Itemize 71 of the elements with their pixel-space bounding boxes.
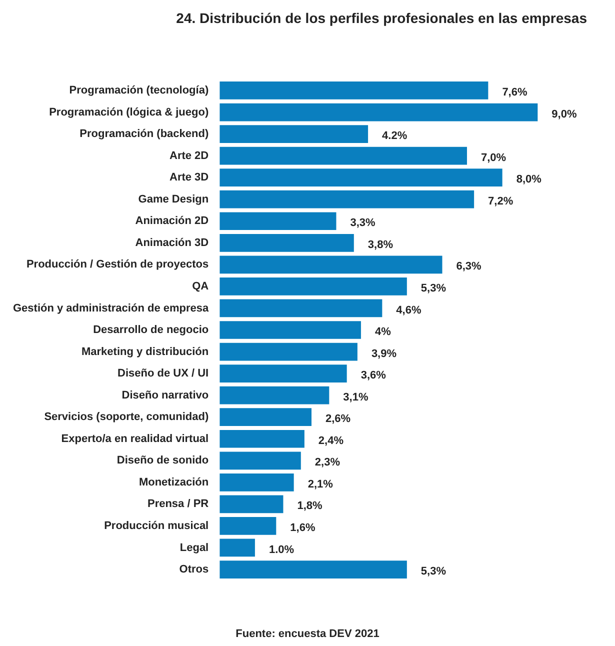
y-tick-label: Otros [179, 564, 209, 576]
y-tick-label: QA [192, 280, 209, 292]
y-tick-label: Arte 2D [169, 150, 209, 162]
bar [220, 473, 294, 492]
y-tick-label: Diseño de UX / UI [118, 368, 209, 380]
bar [220, 125, 368, 143]
data-label: 2,3% [314, 456, 340, 469]
y-tick-label: Prensa / PR [147, 498, 209, 510]
y-tick-label: Legal [180, 542, 209, 554]
data-label: 2,4% [318, 434, 344, 447]
y-tick-label: Desarrollo de negocio [93, 324, 209, 336]
bar [220, 342, 358, 361]
y-tick-label: Servicios (soporte, comunidad) [44, 411, 209, 424]
y-tick-label: Gestión y administración de empresa [12, 302, 210, 314]
y-tick-label: Producción musical [104, 520, 209, 532]
bar [220, 430, 304, 448]
bar [220, 386, 330, 404]
data-label: 8,0% [516, 174, 542, 186]
y-tick-label: Animación 2D [135, 215, 209, 228]
bar [220, 299, 382, 318]
bar [220, 321, 361, 339]
data-label: 2,6% [326, 413, 351, 426]
data-label: 5,3% [420, 566, 446, 578]
bar [220, 168, 502, 187]
bar [220, 538, 255, 557]
data-label: 4% [374, 326, 392, 338]
y-tick-label: Experto/a en realidad virtual [61, 432, 209, 445]
data-label: 1,8% [297, 500, 323, 512]
bar [220, 517, 276, 535]
bar [220, 212, 336, 230]
data-label: 9,0% [552, 108, 577, 120]
bar [220, 452, 301, 470]
y-tick-label: Arte 3D [169, 172, 209, 184]
y-tick-label: Producción / Gestión de proyectos [26, 258, 209, 271]
data-label: 1.0% [268, 544, 294, 556]
y-tick-label: Diseño narrativo [122, 389, 209, 402]
source-note: Fuente: encuesta DEV 2021 [234, 628, 380, 640]
y-tick-label: Animación 3D [135, 236, 209, 249]
data-label: 4.2% [382, 130, 408, 142]
bar [220, 234, 354, 252]
data-label: 3,3% [350, 217, 376, 230]
data-label: 4,6% [396, 304, 422, 316]
y-tick-label: Game Design [138, 193, 209, 206]
data-label: 7,0% [480, 152, 506, 164]
bar [220, 103, 538, 122]
bar [220, 364, 347, 382]
data-label: 5,3% [420, 282, 446, 294]
y-tick-label: Marketing y distribución [81, 346, 209, 358]
data-label: 3,9% [371, 348, 397, 360]
data-label: 3,6% [360, 370, 386, 382]
y-tick-label: Programación (lógica & juego) [49, 106, 209, 118]
bar [220, 190, 474, 208]
y-tick-label: Diseño de sonido [116, 454, 209, 467]
chart-title: 24. Distribución de los perfiles profesionales en las empresas [175, 10, 588, 26]
data-label: 6,3% [456, 260, 482, 273]
bar [220, 495, 284, 514]
y-tick-label: Monetización [138, 476, 209, 488]
y-tick-label: Programación (tecnología) [69, 84, 209, 97]
data-label: 2,1% [308, 478, 334, 490]
bar [220, 278, 407, 296]
bar [220, 82, 488, 100]
data-label: 1,6% [290, 522, 316, 534]
bar [220, 256, 442, 274]
data-label: 3,1% [343, 391, 368, 404]
data-label: 7,6% [502, 86, 528, 99]
y-tick-label: Programación (backend) [80, 128, 209, 140]
data-label: 7,2% [488, 195, 514, 208]
bar [220, 408, 312, 426]
bar [220, 146, 467, 165]
data-label: 3,8% [368, 238, 394, 251]
bar [220, 560, 407, 578]
